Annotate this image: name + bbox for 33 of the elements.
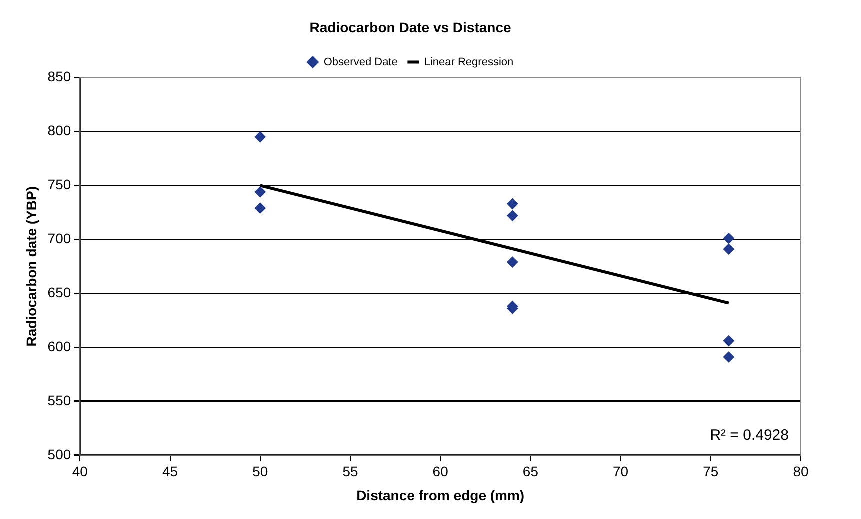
y-tick-label: 800 (48, 122, 72, 139)
y-tick-label: 500 (48, 446, 72, 462)
x-tick-label: 50 (252, 464, 268, 480)
x-tick-label: 70 (613, 464, 629, 480)
y-tick-label: 700 (48, 230, 72, 246)
y-tick-label: 750 (48, 176, 72, 193)
annotation: R² = 0.4928 (710, 427, 789, 444)
point (507, 210, 518, 222)
legend-label: Observed Date (324, 56, 398, 68)
point (723, 352, 734, 363)
x-tick-label: 45 (162, 464, 178, 480)
point (507, 198, 518, 210)
x-tick-label: 80 (793, 464, 809, 480)
x-tick-label: 75 (703, 464, 719, 480)
x-tick-label: 40 (72, 464, 88, 480)
x-tick-label: 55 (342, 464, 358, 480)
y-tick-label: 650 (48, 284, 72, 300)
y-axis-title: Radiocarbon date (YBP) (23, 186, 40, 347)
y-tick-label: 550 (48, 392, 72, 408)
x-tick-label: 60 (432, 464, 449, 480)
point (723, 336, 734, 347)
point (254, 202, 266, 214)
x-axis-title: Distance from edge (mm) (356, 487, 525, 504)
x-tick-label: 65 (522, 464, 539, 480)
legend-label: Linear Regression (424, 56, 514, 68)
y-tick-label: 850 (48, 68, 72, 85)
y-tick-label: 600 (48, 338, 72, 354)
chart-title: Radiocarbon Date vs Distance (310, 19, 512, 36)
point (507, 256, 518, 268)
point (254, 186, 266, 198)
point (723, 244, 734, 255)
point (723, 233, 734, 244)
point (254, 132, 266, 143)
